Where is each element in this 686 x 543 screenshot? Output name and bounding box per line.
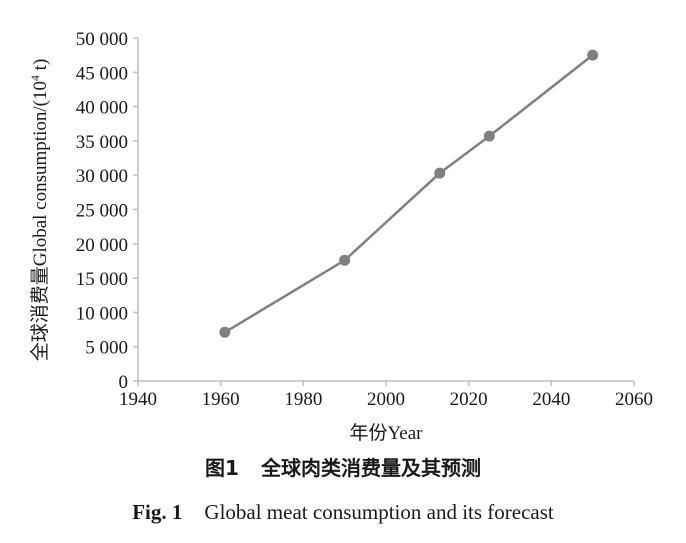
x-axis-label: 年份Year [349,422,423,444]
x-tick-labels: 1940 1960 1980 2000 2020 2040 2060 [119,389,653,410]
x-tick-label: 2060 [615,389,653,410]
figure-number-cn: 图1 [205,456,239,480]
figure-title-cn: 全球肉类消费量及其预测 [260,456,481,480]
series [219,49,599,338]
y-axis-label-sup: 4 [28,75,42,81]
axes [133,37,635,386]
x-tick-label: 2040 [532,389,570,410]
x-tick-label: 1960 [202,389,240,410]
y-tick-label: 15 000 [76,269,128,290]
series-line [224,54,594,334]
y-axis-label-en: Global consumption/(10 [30,81,51,266]
x-tick-label: 1940 [119,389,157,410]
y-tick-label: 10 000 [76,303,128,324]
data-point [339,254,351,266]
x-tick-label: 1980 [284,389,322,410]
y-tick-label: 50 000 [76,29,128,50]
x-tick-label: 2000 [367,389,405,410]
figure-caption-cn: 图1 全球肉类消费量及其预测 [0,452,686,481]
figure-title-en: Global meat consumption and its forecast [204,500,554,524]
figure-caption-en: Fig. 1 Global meat consumption and its fo… [0,500,686,525]
y-tick-label: 30 000 [76,166,128,187]
y-tick-label: 45 000 [76,63,128,84]
y-tick-label: 5 000 [85,338,128,359]
figure-number-en: Fig. 1 [132,500,183,524]
y-tick-label: 0 [119,372,129,393]
y-axis-label: 全球消费量Global consumption/(104 t) [28,59,51,362]
line-chart: 1940 1960 1980 2000 2020 2040 2060 0 5 000 10 00… [28,29,653,444]
data-point [219,326,231,338]
y-tick-label: 20 000 [76,235,128,256]
x-tick-label: 2020 [450,389,488,410]
y-tick-label: 25 000 [76,201,128,222]
y-tick-labels: 0 5 000 10 000 15 000 20 000 25 000 30 000 35 0… [76,29,128,393]
data-point [483,130,495,142]
y-axis-label-cn: 全球消费量 [29,266,51,361]
y-tick-label: 40 000 [76,98,128,119]
y-tick-label: 35 000 [76,132,128,153]
y-axis-label-tail: t) [30,59,51,75]
data-point [587,49,599,61]
data-point [434,167,446,179]
